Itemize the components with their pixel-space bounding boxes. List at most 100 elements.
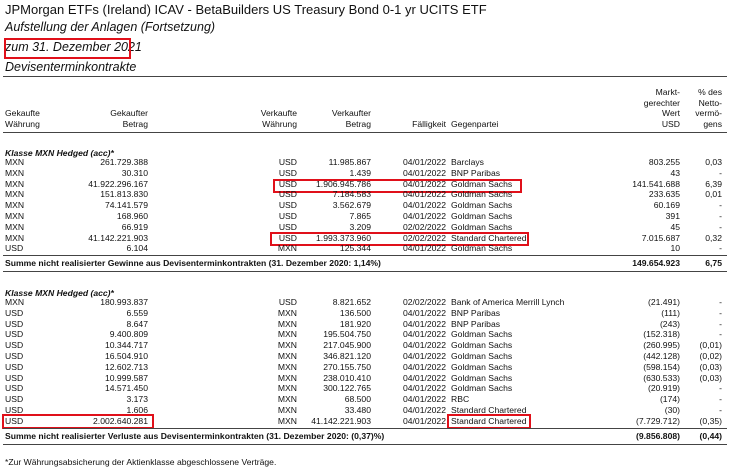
cell: 41.142.221.903 — [88, 232, 148, 243]
cell: 04/01/2022 — [402, 318, 446, 329]
cell: 60.169 — [653, 200, 680, 211]
cell: 3.209 — [349, 221, 371, 232]
cell: (20.919) — [647, 383, 680, 394]
cell: Goldman Sachs — [451, 361, 513, 372]
cell: MXN — [5, 167, 25, 178]
column-header: Gekaufte — [5, 108, 40, 118]
cell: USD — [278, 157, 297, 167]
cell: USD — [5, 329, 24, 340]
cell: 238.010.410 — [323, 372, 371, 383]
cell: Standard Chartered — [451, 415, 527, 426]
column-header: Betrag — [122, 118, 148, 129]
cell: 04/01/2022 — [402, 243, 446, 254]
cell: 74.141.579 — [104, 200, 148, 211]
cell: 45 — [670, 221, 680, 232]
cell: Standard Chartered — [451, 405, 527, 415]
cell: 04/01/2022 — [402, 189, 446, 200]
cell: 10.999.587 — [104, 372, 148, 383]
cell: 2.002.640.281 — [93, 415, 148, 426]
cell: MXN — [277, 372, 297, 383]
cell: 7.865 — [349, 211, 371, 221]
cell: (152.318) — [643, 329, 680, 340]
subtitle: Aufstellung der Anlagen (Fortsetzung) — [5, 20, 216, 34]
cell: USD — [278, 211, 297, 221]
cell: 04/01/2022 — [402, 405, 446, 415]
cell: 10 — [670, 243, 680, 254]
cell: RBC — [451, 394, 470, 405]
cell: (0,03) — [699, 361, 722, 372]
cell: (7.729.712) — [636, 415, 680, 426]
cell: MXN — [5, 211, 25, 221]
cell: MXN — [5, 157, 25, 167]
cell: Goldman Sachs — [451, 200, 513, 211]
cell: USD — [5, 340, 24, 351]
cell: Goldman Sachs — [451, 383, 513, 394]
cell: 141.541.688 — [632, 178, 680, 189]
cell: Goldman Sachs — [451, 211, 513, 221]
total-label: Summe nicht realisierter Verluste aus De… — [5, 430, 385, 441]
cell: USD — [278, 167, 297, 178]
cell: Goldman Sachs — [451, 189, 513, 200]
cell: USD — [5, 307, 24, 318]
cell: 0,01 — [705, 189, 722, 200]
cell: 136.500 — [339, 307, 371, 318]
cell: USD — [5, 361, 24, 372]
title: JPMorgan ETFs (Ireland) ICAV - BetaBuild… — [5, 2, 487, 17]
column-header: Verkaufte — [260, 108, 297, 118]
cell: - — [719, 405, 722, 415]
cell: 195.504.750 — [323, 329, 371, 340]
cell: (111) — [661, 307, 680, 318]
highlight — [4, 38, 131, 59]
cell: (442.128) — [643, 351, 680, 361]
cell: USD — [278, 189, 297, 200]
cell: MXN — [277, 394, 297, 405]
cell: (260.995) — [643, 340, 680, 351]
cell: 7.184.583 — [332, 189, 371, 200]
cell: 12.602.713 — [104, 361, 148, 372]
cell: Goldman Sachs — [451, 178, 513, 189]
cell: 1.993.373.960 — [316, 232, 371, 243]
cell: - — [719, 211, 722, 221]
cell: 33.480 — [344, 405, 371, 415]
cell: 8.647 — [126, 318, 148, 329]
cell: 9.400.809 — [109, 329, 148, 340]
cell: 6.104 — [126, 243, 148, 254]
cell: 02/02/2022 — [402, 297, 446, 307]
cell: 125.344 — [339, 243, 371, 254]
cell: USD — [5, 243, 24, 254]
cell: USD — [278, 221, 297, 232]
cell: MXN — [5, 221, 25, 232]
column-header: gerechter — [643, 97, 680, 108]
cell: Goldman Sachs — [451, 372, 513, 383]
cell: 3.562.679 — [332, 200, 371, 211]
cell: USD — [5, 394, 24, 405]
cell: 04/01/2022 — [402, 361, 446, 372]
cell: 04/01/2022 — [402, 394, 446, 405]
cell: 6,39 — [705, 178, 722, 189]
cell: 04/01/2022 — [402, 415, 446, 426]
cell: USD — [5, 372, 24, 383]
cell: - — [719, 318, 722, 329]
cell: 346.821.120 — [323, 351, 371, 361]
cell: 168.960 — [116, 211, 148, 221]
cell: 14.571.450 — [104, 383, 148, 394]
cell: 0,03 — [705, 157, 722, 167]
cell: 1.439 — [349, 167, 371, 178]
cell: (598.154) — [643, 361, 680, 372]
cell: - — [719, 329, 722, 340]
cell: MXN — [5, 189, 25, 200]
cell: BNP Paribas — [451, 167, 501, 178]
cell: 66.919 — [121, 221, 148, 232]
cell: 3.173 — [126, 394, 148, 405]
highlight — [273, 179, 522, 193]
column-header: Gegenpartei — [451, 118, 499, 129]
cell: MXN — [5, 178, 25, 189]
cell: MXN — [5, 297, 25, 307]
total-percent: 6,75 — [705, 258, 722, 269]
cell: (30) — [664, 405, 680, 415]
cell: 151.813.830 — [100, 189, 148, 200]
cell: Barclays — [451, 157, 484, 167]
cell: - — [719, 383, 722, 394]
cell: 180.993.837 — [100, 297, 148, 307]
